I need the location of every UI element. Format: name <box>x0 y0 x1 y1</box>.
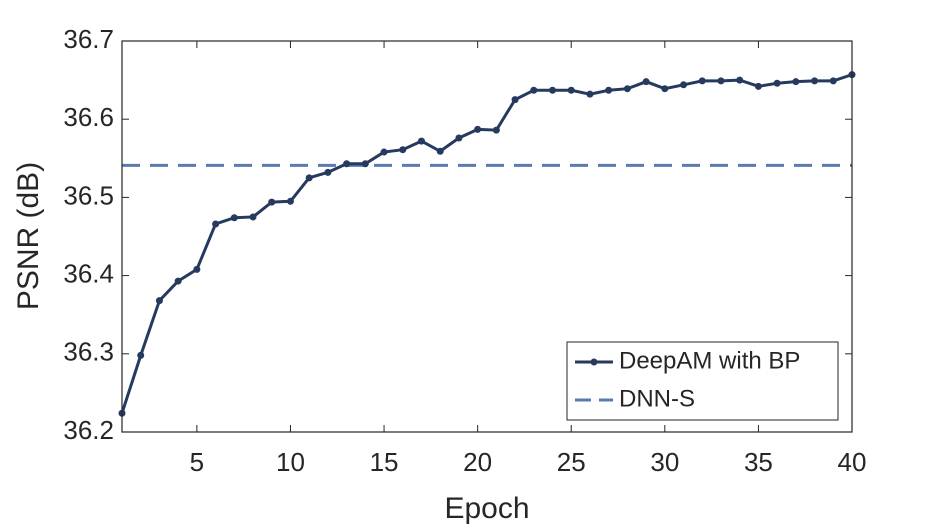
data-point <box>549 86 557 94</box>
data-point <box>193 265 201 273</box>
y-tick-label: 36.2 <box>63 415 114 445</box>
x-tick-label: 30 <box>650 447 679 477</box>
data-point <box>155 297 163 305</box>
data-point <box>249 213 257 221</box>
y-axis-label: PSNR (dB) <box>12 162 45 310</box>
data-point <box>811 77 819 85</box>
data-point <box>492 126 500 134</box>
x-tick-label: 10 <box>276 447 305 477</box>
data-point <box>343 160 351 168</box>
data-point <box>792 78 800 86</box>
data-point <box>642 78 650 86</box>
data-point <box>212 220 220 228</box>
data-point <box>474 125 482 133</box>
data-point <box>754 82 762 90</box>
x-tick-label: 15 <box>370 447 399 477</box>
data-point <box>417 137 425 145</box>
y-tick-label: 36.5 <box>63 180 114 210</box>
data-point <box>586 90 594 98</box>
data-point <box>324 168 332 176</box>
data-point <box>773 79 781 87</box>
data-point <box>361 160 369 168</box>
data-point <box>399 146 407 154</box>
data-point <box>511 96 519 104</box>
data-point <box>436 147 444 155</box>
data-line <box>120 73 853 414</box>
y-tick-label: 36.7 <box>63 24 114 54</box>
data-point <box>455 134 463 142</box>
data-point <box>230 214 238 222</box>
plot-frame <box>121 40 853 433</box>
data-point <box>698 77 706 85</box>
data-point <box>567 86 575 94</box>
data-point <box>137 351 145 359</box>
x-tick-label: 5 <box>190 447 204 477</box>
data-point <box>286 197 294 205</box>
x-tick-label: 35 <box>744 447 773 477</box>
x-tick-label: 20 <box>463 447 492 477</box>
data-point <box>530 86 538 94</box>
data-point <box>305 174 313 182</box>
y-tick-label: 36.4 <box>63 258 114 288</box>
x-axis-label: Epoch <box>444 492 529 525</box>
x-tick-label: 25 <box>557 447 586 477</box>
data-point <box>268 198 276 206</box>
data-point <box>680 81 688 89</box>
y-tick-label: 36.6 <box>63 102 114 132</box>
y-tick-label: 36.3 <box>63 337 114 367</box>
legend-label: DNN-S <box>619 385 695 412</box>
data-point <box>605 86 613 94</box>
data-point <box>829 77 837 85</box>
data-point <box>717 77 725 85</box>
legend-label: DeepAM with BP <box>619 347 800 374</box>
legend-box <box>566 341 839 421</box>
data-point <box>736 76 744 84</box>
data-point <box>174 277 182 285</box>
x-tick-label: 40 <box>838 447 867 477</box>
data-point <box>380 148 388 156</box>
data-point <box>623 85 631 93</box>
legend-marker <box>590 358 598 366</box>
data-point <box>661 85 669 93</box>
